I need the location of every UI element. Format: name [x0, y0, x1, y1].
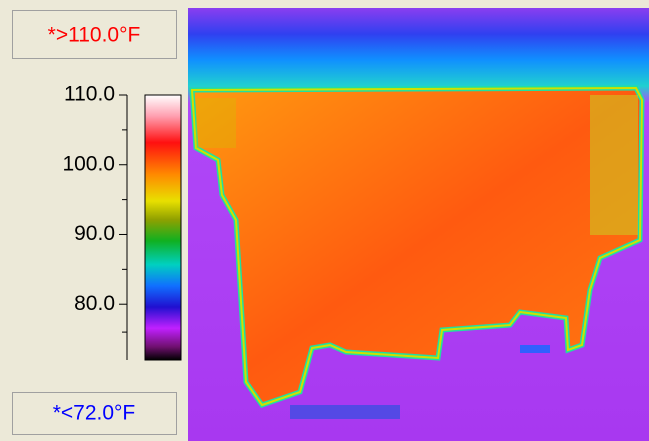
min-label: *<72.0°F: [53, 402, 136, 425]
max-box: [12, 10, 177, 59]
tick-label: 90.0: [74, 222, 115, 245]
thermal-image: [188, 0, 649, 441]
max-label: *>110.0°F: [48, 24, 141, 47]
color-bar: [144, 94, 182, 361]
tick-label: 110.0: [64, 83, 115, 106]
tick-label: 100.0: [62, 152, 115, 175]
min-box: [12, 392, 177, 435]
tick-label: 80.0: [74, 292, 115, 315]
